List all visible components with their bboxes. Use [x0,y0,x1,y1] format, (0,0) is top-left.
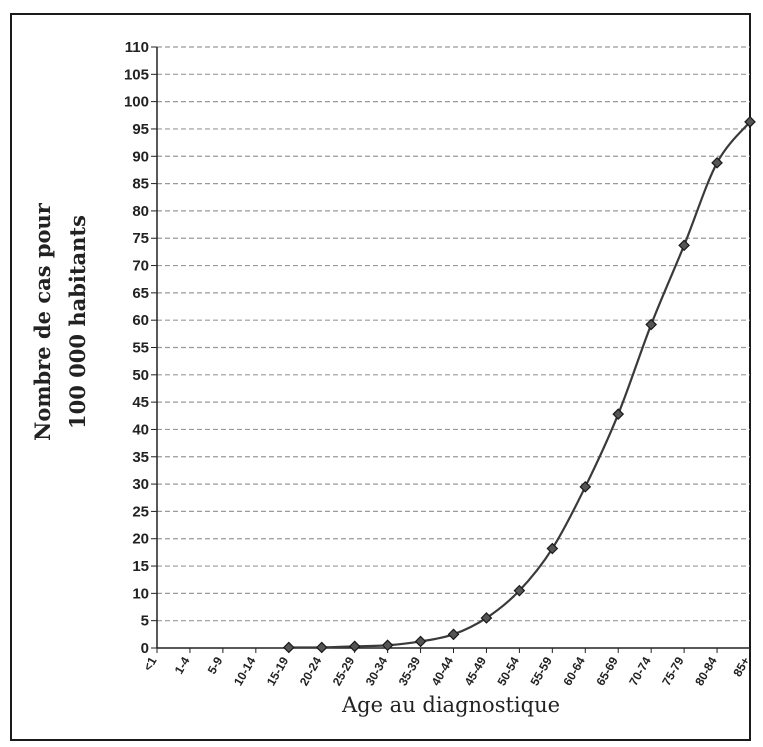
x-tick-labels: <1 1-4 5-9 10-14 15-19 20-24 25-29 30-34 35-39 40… [141,654,753,688]
y-tick-label-10: 10 [132,585,149,602]
x-tick-label-4: 15-19 [264,654,292,688]
x-tick-label-18: 85+ [730,655,752,680]
data-point-9 [447,628,460,641]
y-tick-label-50: 50 [132,367,149,384]
x-tick-label-2: 5-9 [205,654,226,676]
x-tick-label-13: 60-64 [560,654,588,688]
y-tick-label-100: 100 [124,94,149,111]
y-tick-label-70: 70 [132,258,149,275]
x-tick-label-7: 30-34 [363,654,391,688]
y-tick-label-15: 15 [132,558,149,575]
y-tick-label-65: 65 [132,285,149,302]
x-tick-label-12: 55-59 [527,654,555,688]
series-line [288,121,751,649]
x-tick-label-14: 65-69 [593,654,621,688]
x-tick-label-8: 35-39 [396,654,424,688]
x-tick-label-1: 1-4 [172,654,193,676]
y-axis-label-line-1: Nombre de cas pour [30,202,55,441]
y-tick-label-30: 30 [132,476,149,493]
y-tick-label-60: 60 [132,312,149,329]
y-tick-label-105: 105 [124,66,149,83]
data-point-12 [546,542,559,555]
chart-frame [10,13,751,741]
y-tick-label-45: 45 [132,394,149,411]
data-point-7 [381,639,394,652]
x-tick-label-11: 50-54 [495,654,523,688]
y-tick-label-80: 80 [132,203,149,220]
y-tick-label-5: 5 [141,613,149,630]
x-tick-label-9: 40-44 [429,654,457,688]
y-tick-label-0: 0 [141,640,149,657]
y-tick-label-20: 20 [132,531,149,548]
data-point-18 [744,116,756,128]
data-point-8 [414,635,427,648]
data-point-6 [348,640,361,653]
y-tick-labels: 0 5 10 15 20 25 30 35 40 45 50 55 60 65 70 75 80 85 90 95 10… [124,39,149,657]
x-tick-label-0: <1 [141,654,160,673]
data-point-11 [513,584,526,597]
x-tick-label-17: 80-84 [692,654,720,688]
y-tick-label-110: 110 [125,39,149,56]
x-tick-label-6: 25-29 [330,654,358,688]
y-tick-label-55: 55 [132,340,149,357]
series-incidence [282,116,756,654]
x-tick-label-15: 70-74 [626,654,654,688]
axes [151,46,751,653]
data-point-10 [480,612,493,624]
data-point-16 [678,239,690,252]
data-point-13 [579,480,592,493]
x-tick-label-3: 10-14 [231,654,259,688]
gridlines [157,46,750,622]
y-tick-label-85: 85 [132,176,149,193]
y-tick-label-95: 95 [132,121,149,138]
y-tick-label-35: 35 [132,449,149,466]
x-tick-label-10: 45-49 [462,654,490,688]
y-tick-label-90: 90 [132,148,149,165]
data-point-4 [282,641,295,654]
x-axis-label: Age au diagnostique [341,693,560,717]
data-point-17 [711,156,723,169]
data-point-14 [612,408,625,421]
y-tick-label-40: 40 [132,421,149,438]
x-tick-label-16: 75-79 [659,654,687,688]
data-point-15 [645,318,658,331]
x-tick-label-5: 20-24 [297,654,325,688]
data-point-5 [315,641,328,654]
y-tick-label-25: 25 [132,503,149,520]
y-axis-label-line-2: 100 000 habitants [65,215,90,429]
y-tick-label-75: 75 [132,230,149,247]
